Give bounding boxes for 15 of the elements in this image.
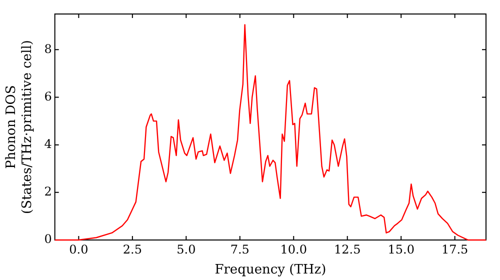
x-tick-label: 15.0	[388, 242, 414, 256]
y-tick-label: 4	[44, 136, 52, 151]
y-tick-label: 6	[44, 89, 52, 104]
y-tick-label: 0	[44, 232, 52, 246]
x-tick-label: 7.5	[230, 242, 250, 256]
x-tick-label: 10.0	[280, 242, 307, 256]
y-tick-label: 2	[44, 184, 52, 199]
x-tick-label: 5.0	[176, 242, 196, 256]
y-tick-label: 8	[44, 42, 52, 56]
y-axis-title: Phonon DOS (States/THz·primitive cell)	[4, 40, 35, 214]
x-tick-label: 17.5	[441, 242, 468, 256]
x-axis-title: Frequency (THz)	[214, 262, 326, 278]
x-tick-label: 2.5	[122, 242, 142, 256]
x-tick-label: 12.5	[334, 242, 361, 256]
x-tick-label: 0.0	[69, 242, 88, 256]
